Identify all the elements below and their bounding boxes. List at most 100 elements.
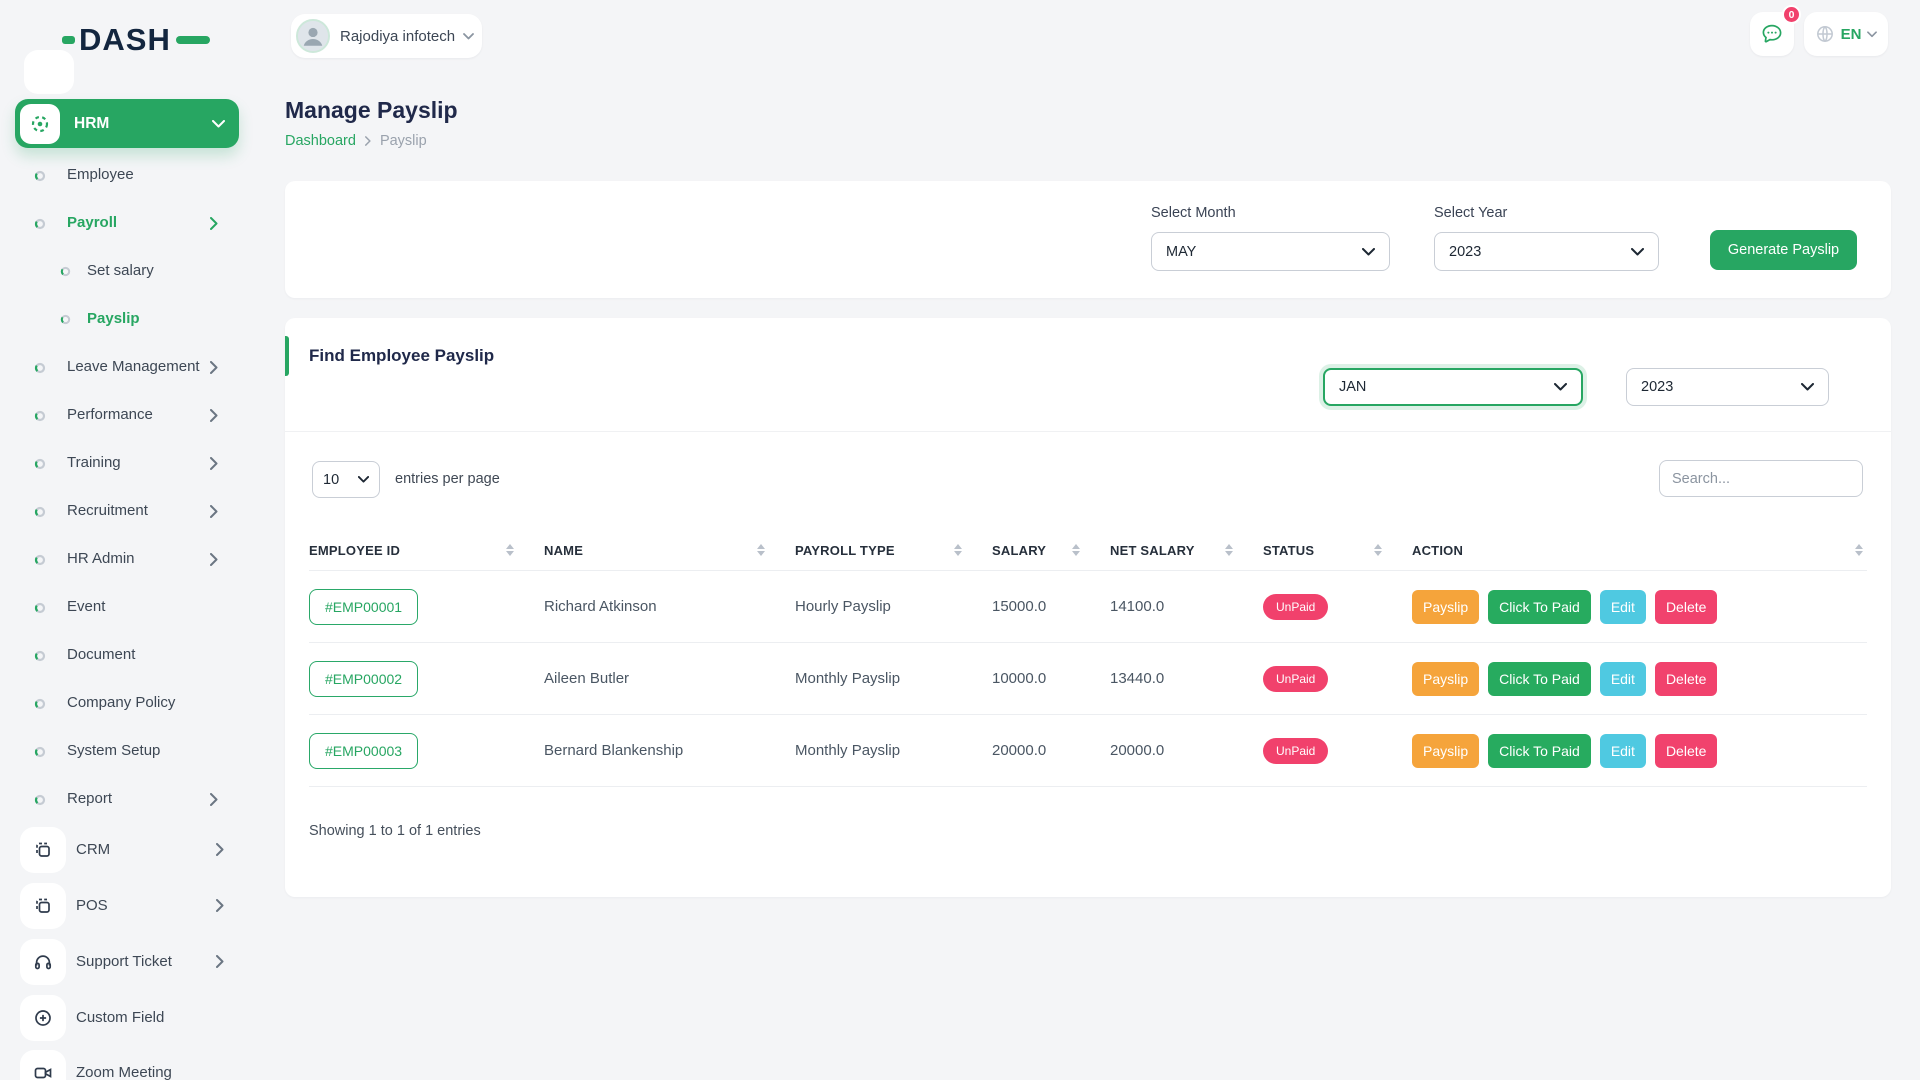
employee-id-button[interactable]: #EMP00003 (309, 732, 419, 769)
sort-icon[interactable] (1225, 544, 1233, 556)
sidebar-item-label: Support Ticket (76, 953, 172, 970)
select-year-label: Select Year (1434, 205, 1508, 221)
language-selector[interactable]: EN (1804, 12, 1888, 56)
company-avatar (296, 19, 330, 53)
breadcrumb-dashboard-link[interactable]: Dashboard (285, 133, 356, 149)
edit-button[interactable]: Edit (1599, 589, 1646, 624)
breadcrumb-current: Payslip (379, 133, 427, 149)
sort-icon[interactable] (1072, 544, 1080, 556)
column-header-payroll-type[interactable]: PAYROLL TYPE (795, 543, 992, 558)
logo-accent-dot (62, 36, 75, 44)
sort-icon[interactable] (1855, 544, 1863, 556)
sidebar-item-support-ticket[interactable]: Support Ticket (0, 934, 244, 990)
sidebar-item-hrm[interactable]: HRM (15, 99, 239, 148)
column-header-status[interactable]: STATUS (1263, 543, 1412, 558)
sort-icon[interactable] (1374, 544, 1382, 556)
sidebar-item-pos[interactable]: POS (0, 878, 244, 934)
chevron-down-icon (358, 476, 369, 483)
payslip-button[interactable]: Payslip (1412, 733, 1480, 768)
sidebar-item-training[interactable]: Training (0, 440, 244, 488)
employee-id-button[interactable]: #EMP00001 (309, 588, 419, 625)
sidebar-item-hr-admin[interactable]: HR Admin (0, 536, 244, 584)
salary-cell: 10000.0 (992, 670, 1047, 687)
sidebar-item-employee[interactable]: Employee (0, 152, 244, 200)
sidebar-item-label: Zoom Meeting (76, 1064, 172, 1080)
sidebar-item-document[interactable]: Document (0, 632, 244, 680)
generate-year-select[interactable]: 2023 (1434, 232, 1659, 271)
net-salary-cell: 14100.0 (1110, 598, 1165, 615)
payslip-button[interactable]: Payslip (1412, 589, 1480, 624)
edit-button[interactable]: Edit (1599, 661, 1646, 696)
click-to-paid-button[interactable]: Click To Paid (1488, 589, 1591, 624)
copy-icon (20, 827, 66, 873)
sidebar-item-report[interactable]: Report (0, 776, 244, 824)
sidebar-item-recruitment[interactable]: Recruitment (0, 488, 244, 536)
find-payslip-card: Find Employee Payslip JAN 2023 10 entrie… (285, 318, 1891, 897)
sidebar-item-event[interactable]: Event (0, 584, 244, 632)
sidebar-item-payslip[interactable]: Payslip (0, 296, 244, 344)
sidebar-item-set-salary[interactable]: Set salary (0, 248, 244, 296)
column-label: PAYROLL TYPE (795, 542, 895, 558)
column-label: EMPLOYEE ID (309, 542, 401, 558)
accent-bar (285, 336, 289, 376)
table-row: #EMP00001 Richard Atkinson Hourly Paysli… (309, 571, 1867, 643)
chat-bubble-icon (1760, 22, 1784, 46)
chevron-down-icon (212, 119, 225, 128)
sidebar-item-leave-management[interactable]: Leave Management (0, 344, 244, 392)
click-to-paid-button[interactable]: Click To Paid (1488, 661, 1591, 696)
bullet-icon (34, 794, 46, 806)
sidebar-item-label: HRM (74, 114, 110, 132)
sort-icon[interactable] (506, 544, 514, 556)
column-header-net-salary[interactable]: NET SALARY (1110, 543, 1263, 558)
page-size-select[interactable]: 10 (312, 461, 380, 498)
generate-payslip-button[interactable]: Generate Payslip (1710, 230, 1857, 270)
sidebar-item-payroll[interactable]: Payroll (0, 200, 244, 248)
sidebar-item-custom-field[interactable]: Custom Field (0, 990, 244, 1046)
logo-text: DASH (79, 22, 171, 57)
chevron-right-icon (210, 217, 218, 230)
payslip-button[interactable]: Payslip (1412, 661, 1480, 696)
filter-month-select[interactable]: JAN (1323, 368, 1583, 406)
generate-year-value: 2023 (1449, 243, 1482, 260)
generate-payslip-card: Select Month MAY Select Year 2023 Genera… (285, 181, 1891, 298)
delete-button[interactable]: Delete (1654, 733, 1718, 768)
column-label: SALARY (992, 542, 1047, 558)
bullet-icon (34, 554, 46, 566)
employee-name-cell: Richard Atkinson (544, 598, 657, 615)
company-switcher[interactable]: Rajodiya infotech (291, 14, 482, 58)
partial-menu-icon (24, 50, 74, 94)
column-label: NAME (544, 542, 584, 558)
delete-button[interactable]: Delete (1654, 661, 1718, 696)
filter-month-value: JAN (1339, 379, 1367, 395)
sort-icon[interactable] (757, 544, 765, 556)
sidebar-item-zoom-meeting[interactable]: Zoom Meeting (0, 1045, 244, 1080)
column-header-action[interactable]: ACTION (1412, 543, 1867, 558)
employee-id-button[interactable]: #EMP00002 (309, 660, 419, 697)
page-size-value: 10 (323, 471, 340, 488)
app-logo[interactable]: DASH (62, 22, 210, 58)
chevron-right-icon (210, 793, 218, 806)
notifications-button[interactable]: 0 (1750, 5, 1801, 56)
chevron-down-icon (1867, 30, 1878, 38)
bullet-icon (34, 362, 46, 374)
filter-year-select[interactable]: 2023 (1626, 368, 1829, 406)
column-header-salary[interactable]: SALARY (992, 543, 1110, 558)
sidebar-item-system-setup[interactable]: System Setup (0, 728, 244, 776)
column-label: ACTION (1412, 542, 1464, 558)
bullet-icon (34, 170, 46, 182)
generate-month-select[interactable]: MAY (1151, 232, 1390, 271)
column-header-name[interactable]: NAME (544, 543, 795, 558)
click-to-paid-button[interactable]: Click To Paid (1488, 733, 1591, 768)
sidebar-item-label: Document (67, 646, 136, 663)
search-input[interactable] (1659, 460, 1863, 497)
bullet-icon (34, 458, 46, 470)
column-header-employee-id[interactable]: EMPLOYEE ID (309, 543, 544, 558)
sidebar-item-company-policy[interactable]: Company Policy (0, 680, 244, 728)
delete-button[interactable]: Delete (1654, 589, 1718, 624)
table-header-row: EMPLOYEE ID NAME PAYROLL TYPE SALARY NET… (309, 530, 1867, 571)
sidebar-item-performance[interactable]: Performance (0, 392, 244, 440)
edit-button[interactable]: Edit (1599, 733, 1646, 768)
chevron-right-icon (210, 457, 218, 470)
sidebar-item-crm[interactable]: CRM (0, 822, 244, 878)
sort-icon[interactable] (954, 544, 962, 556)
